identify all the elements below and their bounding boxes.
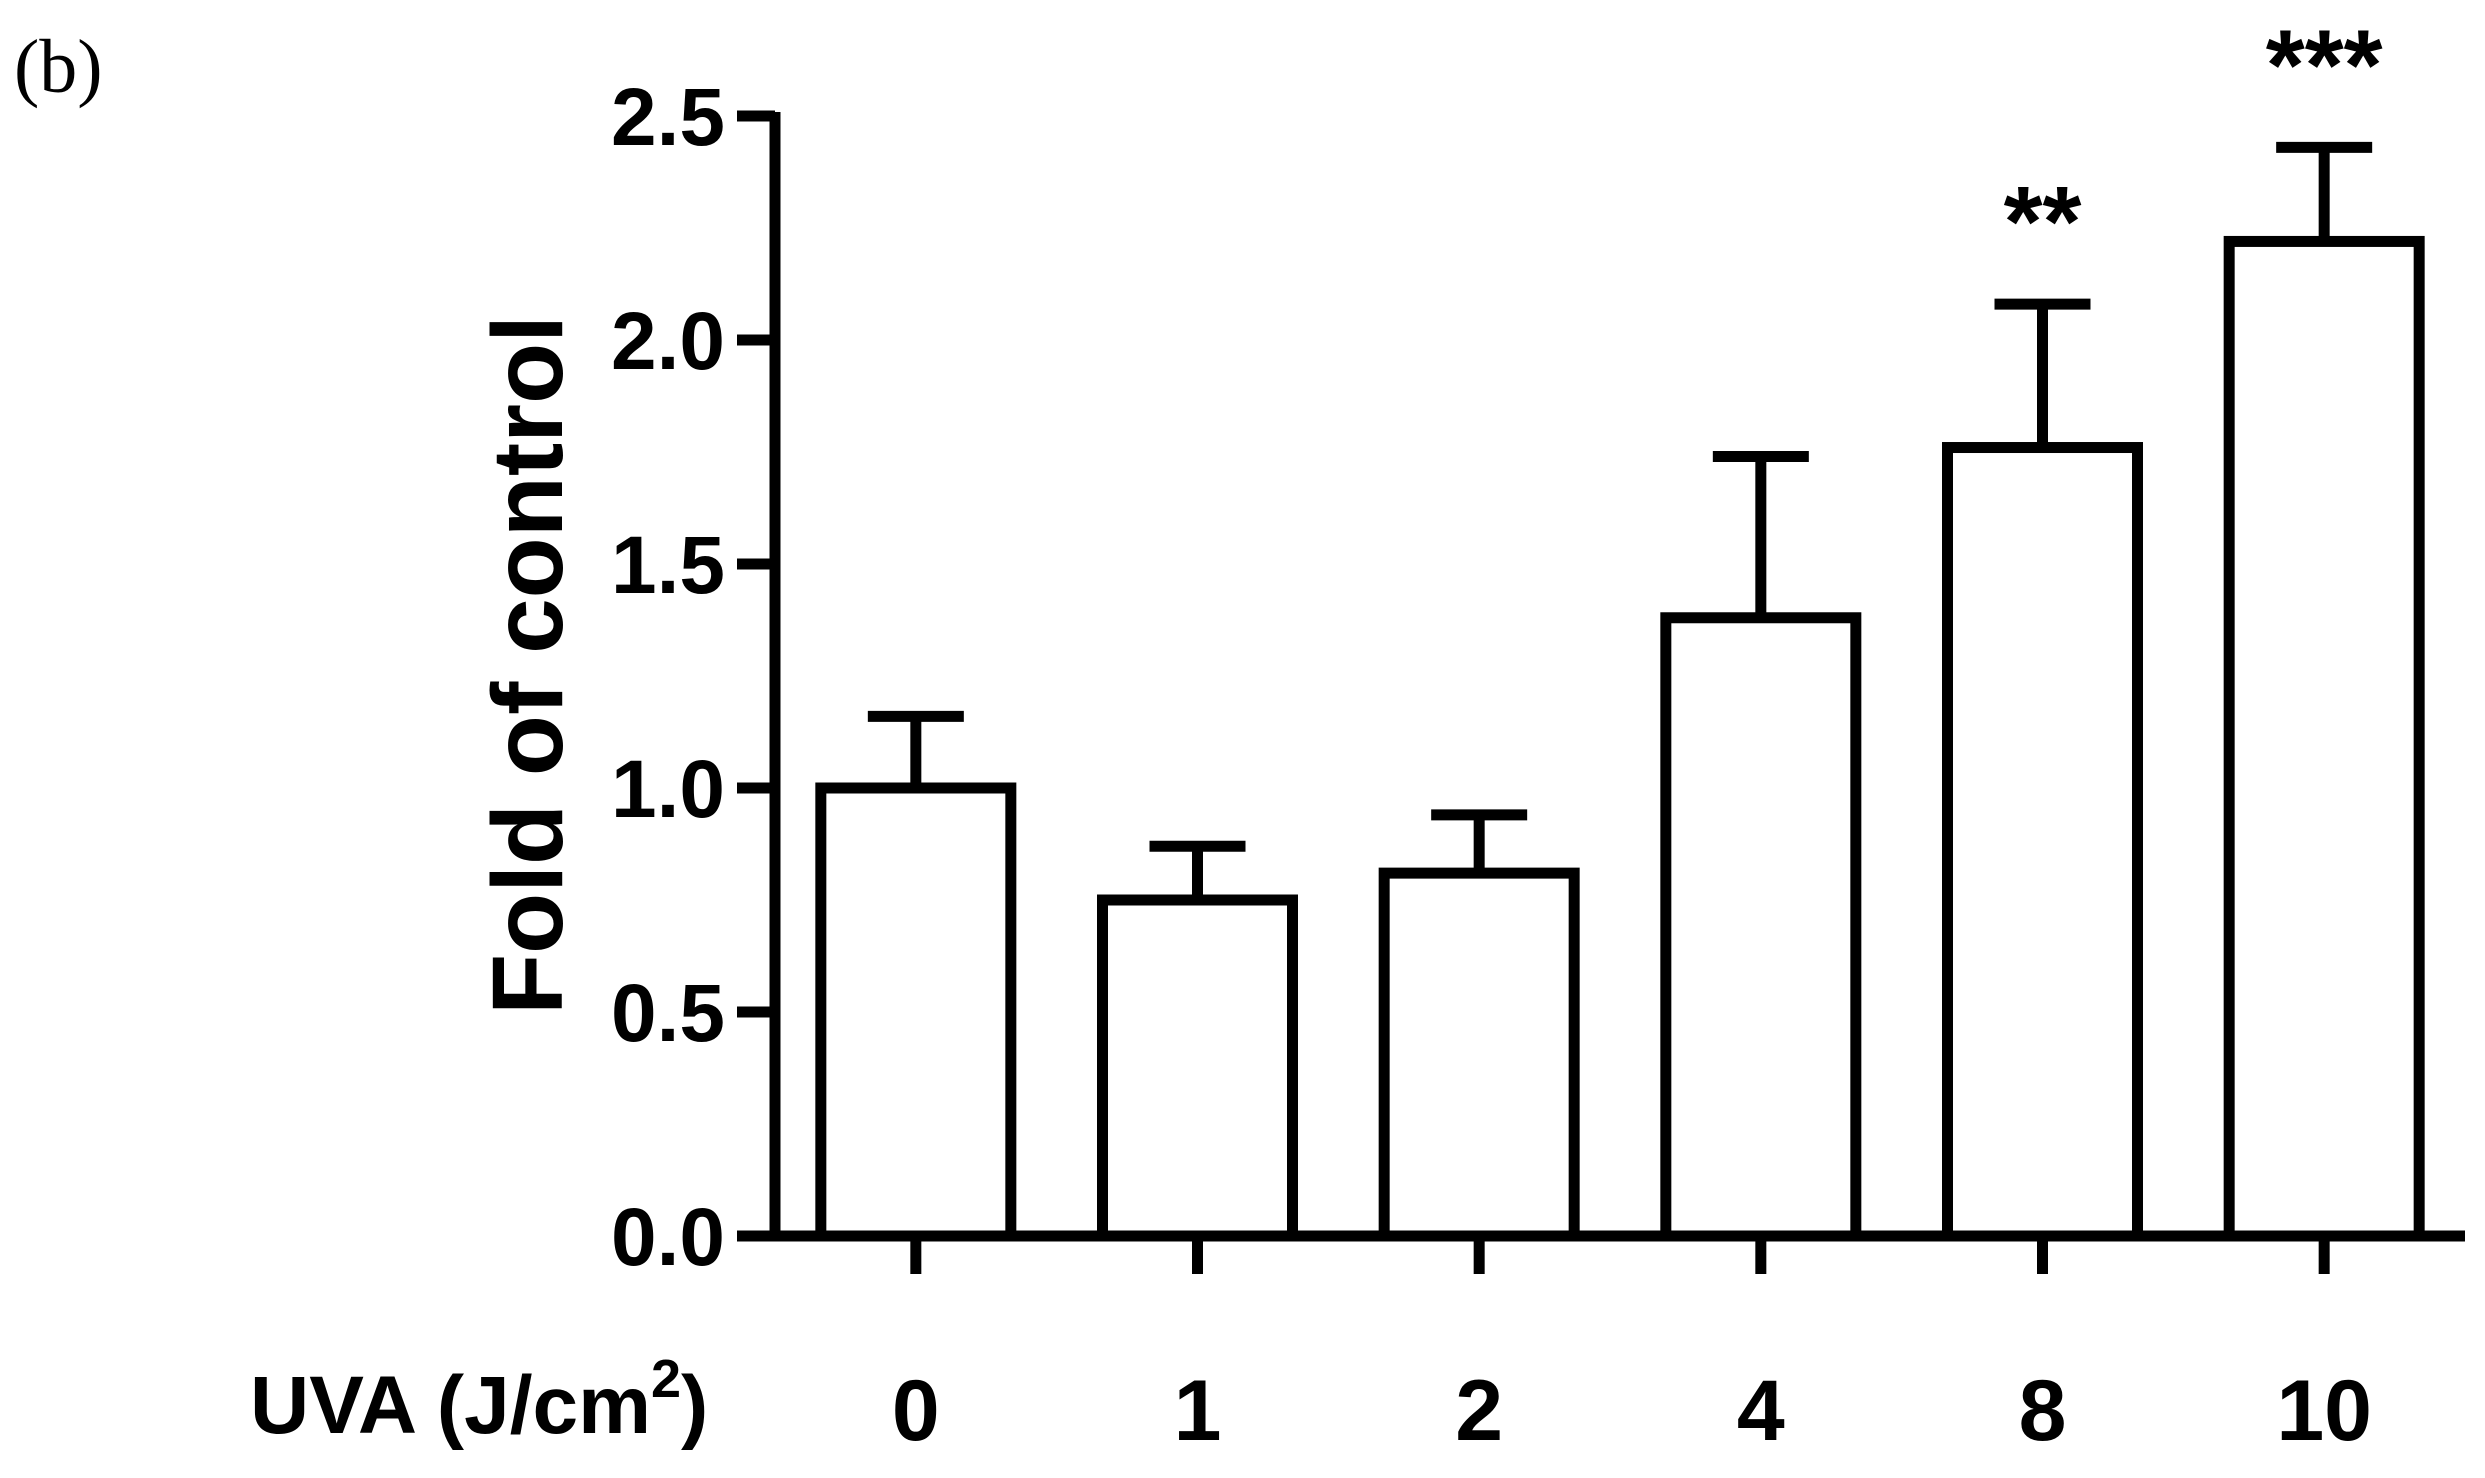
y-tick-label: 2.0 — [611, 296, 725, 387]
bar — [1097, 894, 1298, 1242]
x-tick-label: 2 — [1455, 1363, 1503, 1459]
bar — [1660, 612, 1862, 1242]
bars-group — [815, 235, 2425, 1242]
panel-label: (b) — [14, 25, 103, 109]
error-bars-group — [867, 141, 2373, 900]
significance-labels-group: ***** — [2004, 9, 2383, 278]
bar — [1378, 867, 1580, 1242]
bar — [1942, 442, 2143, 1242]
x-axis-title-main: UVA (J/cm — [250, 1360, 651, 1451]
x-tick-label: 1 — [1174, 1363, 1222, 1459]
x-axis: 0 1 2 4 8 10 — [771, 1230, 2465, 1459]
bar — [2223, 235, 2425, 1242]
x-tick-label: 8 — [2019, 1363, 2067, 1459]
x-axis-title-superscript: 2 — [651, 1349, 681, 1409]
y-tick-label: 1.0 — [611, 744, 725, 835]
significance-label: *** — [2266, 9, 2383, 121]
y-tick-label: 2.5 — [611, 72, 725, 163]
significance-label: ** — [2004, 166, 2082, 278]
x-tick-label: 0 — [892, 1363, 940, 1459]
x-tick-label: 4 — [1737, 1363, 1785, 1459]
x-tick-label: 10 — [2276, 1363, 2372, 1459]
y-axis-title: Fold of control — [472, 315, 584, 1015]
y-tick-label: 0.0 — [611, 1192, 725, 1283]
y-tick-label: 0.5 — [611, 968, 725, 1059]
bar — [815, 782, 1017, 1242]
x-axis-title: UVA (J/cm2) — [250, 1349, 708, 1451]
x-axis-title-suffix: ) — [681, 1360, 708, 1451]
y-tick-label: 1.5 — [611, 520, 725, 611]
y-axis: 0.0 0.5 1.0 1.5 2.0 2.5 — [611, 72, 781, 1283]
